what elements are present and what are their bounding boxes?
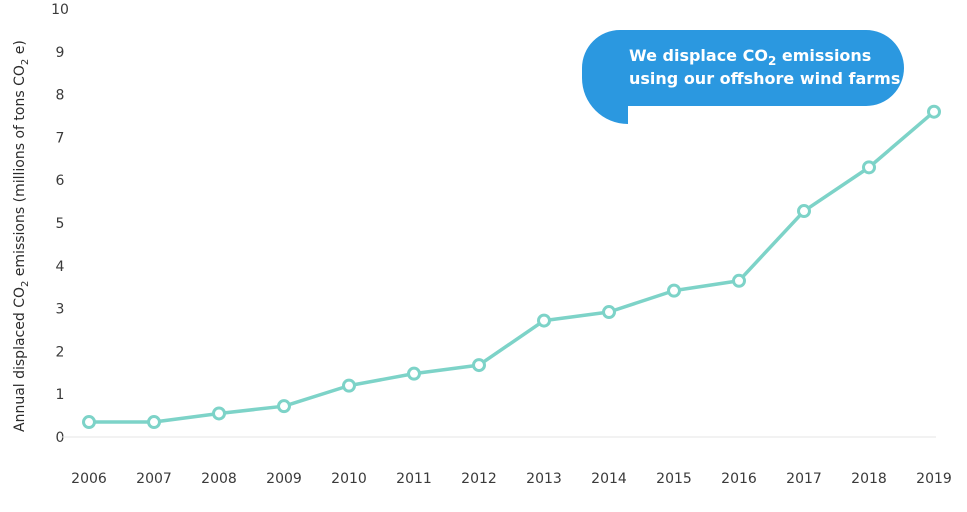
x-tick-label: 2009 xyxy=(266,471,302,487)
x-tick-label: 2006 xyxy=(71,471,107,487)
x-tick-label: 2015 xyxy=(656,471,692,487)
y-tick-label: 4 xyxy=(56,259,65,275)
speech-bubble-shape xyxy=(582,30,904,124)
x-axis-ticks: 2006 2007 2008 2009 2010 2011 2012 2013 2014 2015… xyxy=(71,471,952,487)
x-tick-label: 2018 xyxy=(851,471,887,487)
data-point xyxy=(862,160,876,175)
data-point xyxy=(212,406,226,421)
y-tick-label: 0 xyxy=(56,430,65,446)
data-point xyxy=(407,366,421,381)
annotation-bubble: We displace CO2 emissions using our offs… xyxy=(582,30,906,124)
y-tick-label: 5 xyxy=(56,216,65,232)
data-point xyxy=(472,358,486,373)
x-tick-label: 2017 xyxy=(786,471,822,487)
y-axis-ticks: 0 1 2 3 4 5 6 7 8 9 10 xyxy=(51,2,69,446)
data-point xyxy=(927,104,941,119)
y-tick-label: 3 xyxy=(56,302,65,318)
x-tick-label: 2013 xyxy=(526,471,562,487)
x-tick-label: 2008 xyxy=(201,471,237,487)
data-point xyxy=(537,313,551,328)
data-point xyxy=(342,378,356,393)
annotation-line-2: using our offshore wind farms. xyxy=(629,69,906,88)
y-axis-label: Annual displaced CO2 emissions (millions… xyxy=(12,40,31,432)
series-line xyxy=(89,110,936,424)
data-point xyxy=(82,415,96,430)
annotation-line-1: We displace CO2 emissions xyxy=(629,46,871,68)
data-point xyxy=(732,273,746,288)
y-tick-label: 9 xyxy=(56,45,65,61)
x-tick-label: 2011 xyxy=(396,471,432,487)
x-tick-label: 2010 xyxy=(331,471,367,487)
y-tick-label: 7 xyxy=(56,130,65,146)
x-tick-label: 2019 xyxy=(916,471,952,487)
data-point xyxy=(602,305,616,320)
x-tick-label: 2014 xyxy=(591,471,627,487)
data-point xyxy=(667,283,681,298)
y-tick-label: 6 xyxy=(56,173,65,189)
x-tick-label: 2012 xyxy=(461,471,497,487)
x-tick-label: 2007 xyxy=(136,471,172,487)
data-point xyxy=(797,204,811,219)
x-tick-label: 2016 xyxy=(721,471,757,487)
y-tick-label: 1 xyxy=(56,387,65,403)
emissions-series xyxy=(82,104,941,430)
y-tick-label: 8 xyxy=(56,88,65,104)
y-tick-label: 10 xyxy=(51,2,69,18)
data-point xyxy=(277,399,291,414)
y-tick-label: 2 xyxy=(56,344,65,360)
data-point xyxy=(147,415,161,430)
